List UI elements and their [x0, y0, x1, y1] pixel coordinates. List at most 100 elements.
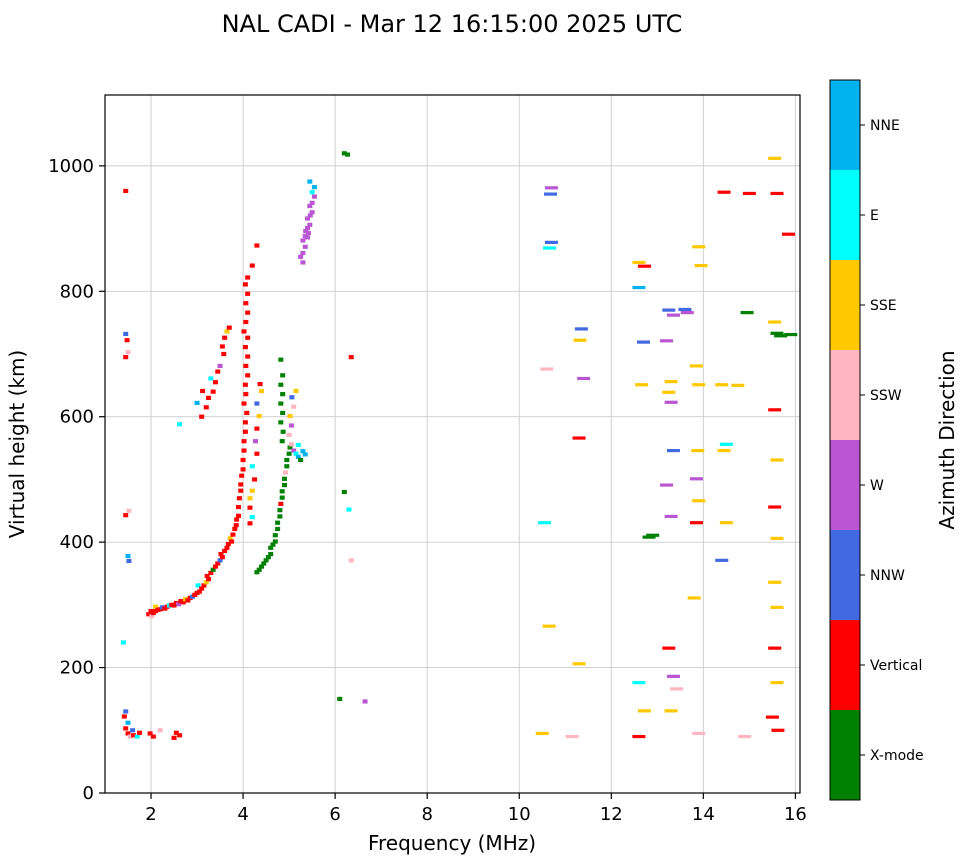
scatter-point: [225, 541, 231, 547]
scatter-point: [286, 451, 292, 456]
x-tick-label: 10: [508, 804, 531, 825]
scatter-point: [694, 263, 708, 268]
y-tick-label: 800: [60, 281, 94, 302]
scatter-point: [254, 570, 260, 575]
scatter-point: [291, 404, 297, 409]
scatter-point: [252, 477, 258, 482]
scatter-point: [176, 602, 182, 607]
scatter-point: [666, 674, 680, 678]
scatter-point: [689, 477, 703, 481]
colorbar-label-ssw: SSW: [870, 388, 902, 404]
scatter-point: [692, 245, 706, 249]
scatter-point: [196, 589, 202, 594]
scatter-point: [245, 310, 251, 315]
axis-ticks: 2 4 6 8 10 12 14 16 0 200 400 600 800 1000: [48, 156, 807, 825]
scatter-point: [215, 561, 221, 566]
scatter-point: [126, 508, 132, 513]
scatter-point: [124, 338, 130, 343]
scatter-point: [574, 327, 588, 331]
scatter-point: [153, 604, 159, 609]
scatter-point: [204, 573, 210, 579]
colorbar: NNE E SSE SSW W NNW Vertical X-mode: [829, 79, 924, 801]
scatter-point: [212, 564, 218, 569]
scatter-point: [572, 662, 586, 666]
scatter-point: [234, 517, 240, 522]
scatter-point: [241, 448, 247, 453]
scatter-point: [572, 436, 586, 440]
scatter-point: [573, 338, 587, 342]
scatter-point: [742, 191, 756, 196]
scatter-point: [280, 429, 286, 434]
scatter-point: [664, 514, 678, 519]
scatter-point: [241, 329, 247, 334]
colorbar-segment-ssw: [830, 350, 860, 440]
scatter-point: [771, 728, 785, 732]
scatter-point: [270, 542, 276, 547]
scatter-point: [280, 373, 286, 378]
scatter-point: [664, 400, 678, 404]
scatter-point: [646, 533, 660, 537]
scatter-point: [348, 558, 354, 563]
scatter-point: [206, 395, 212, 401]
colorbar-segment-sse: [830, 260, 860, 350]
scatter-point: [664, 709, 678, 713]
scatter-point: [219, 344, 225, 349]
scatter-point: [565, 734, 579, 739]
scatter-point: [278, 501, 284, 506]
scatter-point: [302, 234, 308, 239]
scatter-point: [715, 558, 729, 562]
scatter-point: [232, 526, 238, 532]
scatter-point: [221, 351, 227, 357]
scatter-point: [544, 186, 558, 190]
scatter-point: [337, 696, 343, 702]
scatter-points: [120, 151, 798, 740]
scatter-point: [217, 363, 223, 369]
scatter-point: [286, 432, 292, 438]
scatter-point: [346, 507, 352, 512]
y-tick-label: 600: [60, 407, 94, 428]
scatter-point: [242, 345, 248, 350]
scatter-point: [268, 545, 274, 550]
scatter-point: [235, 504, 241, 510]
x-tick-label: 8: [421, 804, 432, 825]
scatter-point: [731, 383, 745, 387]
scatter-point: [227, 536, 233, 541]
scatter-point: [544, 240, 558, 244]
scatter-point: [247, 496, 253, 501]
colorbar-segment-w: [830, 440, 860, 530]
scatter-point: [535, 731, 549, 736]
scatter-point: [121, 714, 127, 719]
scatter-point: [642, 535, 656, 539]
scatter-point: [719, 442, 733, 446]
scatter-point: [123, 709, 129, 714]
scatter-point: [637, 340, 651, 344]
scatter-point: [229, 539, 235, 544]
scatter-point: [305, 225, 311, 231]
scatter-point: [147, 731, 153, 736]
scatter-point: [261, 561, 267, 566]
scatter-point: [137, 730, 143, 735]
scatter-point: [195, 583, 201, 588]
scatter-point: [185, 598, 191, 603]
scatter-point: [224, 329, 230, 334]
scatter-point: [692, 383, 706, 387]
colorbar-label-e: E: [870, 208, 879, 224]
scatter-point: [307, 222, 313, 227]
scatter-point: [120, 640, 126, 645]
scatter-point: [692, 731, 706, 736]
scatter-point: [774, 334, 788, 338]
scatter-point: [341, 489, 347, 495]
x-tick-label: 16: [784, 804, 807, 825]
colorbar-label-sse: SSE: [870, 298, 897, 314]
scatter-point: [254, 243, 260, 248]
scatter-point: [200, 388, 206, 394]
colorbar-segment-x-mode: [830, 710, 860, 800]
scatter-point: [692, 499, 706, 503]
scatter-point: [781, 232, 795, 236]
scatter-point: [282, 482, 288, 488]
scatter-point: [289, 395, 295, 400]
scatter-point: [637, 264, 651, 268]
scatter-point: [577, 376, 591, 381]
scatter-point: [127, 734, 133, 739]
scatter-point: [341, 151, 347, 156]
